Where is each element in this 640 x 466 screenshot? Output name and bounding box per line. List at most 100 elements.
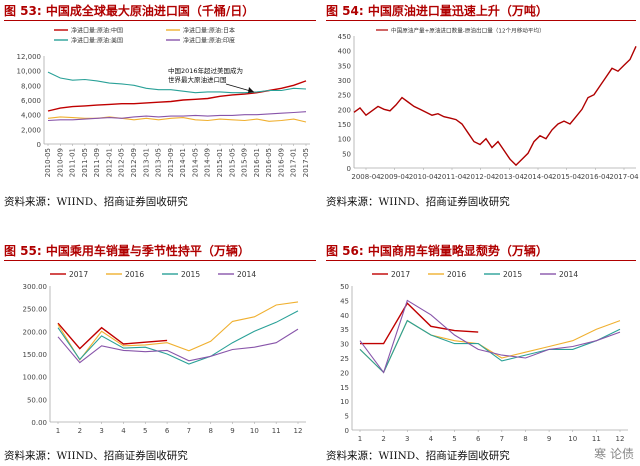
- legend-label: 净进口量:原油:日本: [183, 27, 235, 35]
- legend-label: 2015: [503, 270, 522, 279]
- x-tick-label: 2013-01: [142, 148, 150, 177]
- x-tick-label: 2012-04: [466, 173, 496, 181]
- title-rule: [4, 260, 316, 261]
- chart-fig53: 0 2,000 4,000 6,000 8,000 10,000 12,000 2010-05…: [17, 27, 310, 177]
- x-tick-label: 2011-01: [69, 148, 77, 177]
- x-tick-label: 11: [592, 435, 601, 443]
- y-tick-label: 30: [340, 341, 349, 349]
- legend-label: 净进口量:原油:中国: [71, 27, 123, 35]
- x-tick-label: 2012-09: [130, 148, 138, 177]
- x-tick-label: 10: [250, 427, 259, 435]
- x-tick-label: 4: [429, 435, 434, 443]
- y-tick-label: 350: [338, 62, 351, 70]
- x-tick-label: 2014-05: [191, 148, 199, 177]
- legend-label: 中国原油产量+原油进口数量-原油出口量（12个月移动平均）: [391, 27, 545, 35]
- y-tick-label: 100.00: [23, 374, 48, 382]
- y-tick-label: 40: [340, 312, 349, 320]
- x-tick-label: 2014-09: [204, 148, 212, 177]
- y-tick-label: 300.00: [23, 283, 48, 291]
- source-note: 资料来源：WIIND、招商证券固收研究: [326, 450, 510, 462]
- series-line: [47, 71, 307, 94]
- y-tick-label: 5: [345, 413, 349, 421]
- y-tick-label: 150: [338, 121, 351, 129]
- x-tick-label: 1: [358, 435, 362, 443]
- x-tick-label: 2015-04: [552, 173, 582, 181]
- legend-label: 净进口量:原油:美国: [71, 37, 123, 45]
- x-tick-label: 2017-04: [609, 173, 639, 181]
- x-tick-label: 3: [99, 427, 103, 435]
- x-tick-label: 12: [616, 435, 625, 443]
- x-tick-label: 2015-09: [241, 148, 249, 177]
- x-tick-label: 5: [143, 427, 147, 435]
- x-tick-label: 2013-05: [155, 148, 163, 177]
- source-note: 资料来源：WIIND、招商证券固收研究: [4, 196, 188, 208]
- watermark: 寒 论债: [594, 447, 634, 461]
- y-tick-label: 8,000: [21, 82, 41, 90]
- series-line: [359, 299, 621, 374]
- x-tick-label: 2015-01: [216, 148, 224, 177]
- series-line: [47, 111, 307, 122]
- y-tick-label: 15: [340, 384, 349, 392]
- y-tick-label: 200.00: [23, 328, 48, 336]
- title-rule: [4, 20, 316, 21]
- series-line: [57, 328, 299, 364]
- series-line: [57, 310, 299, 365]
- panel-fig54: 图 54: 中国原油进口量迅速上升（万吨） 0 50 100 150 200 250 300…: [322, 0, 640, 212]
- panel-fig56: 图 56: 中国商用车销量略显颓势（万辆） 0 5 10 15 20 25 30 35 40 45…: [322, 240, 640, 466]
- x-tick-label: 2016-09: [277, 148, 285, 177]
- annotation-text: 中国2016年超过美国成为: [168, 66, 243, 75]
- panel-fig53: 图 53: 中国成全球最大原油进口国（千桶/日） 0 2,000 4,000 6,00…: [0, 0, 318, 212]
- y-tick-label: 300: [338, 77, 351, 85]
- legend-label: 2017: [391, 270, 410, 279]
- chart-fig54: 0 50 100 150 200 250 300 350 400 450 2008-04 2009-0…: [338, 27, 640, 182]
- y-tick-label: 50: [340, 283, 349, 291]
- series-line: [353, 46, 637, 167]
- x-tick-label: 7: [500, 435, 504, 443]
- x-tick-label: 5: [452, 435, 456, 443]
- y-tick-label: 400: [338, 48, 351, 56]
- title-rule: [326, 260, 636, 261]
- legend-label: 2015: [181, 270, 200, 279]
- y-tick-label: 50: [342, 150, 351, 158]
- x-tick-label: 2011-05: [81, 148, 89, 177]
- x-tick-label: 9: [230, 427, 234, 435]
- x-tick-label: 6: [476, 435, 481, 443]
- x-tick-label: 9: [547, 435, 551, 443]
- panel-fig55: 图 55: 中国乘用车销量与季节性持平（万辆） 0.00 50.00 100.00 1…: [0, 240, 318, 466]
- series-line: [57, 322, 168, 350]
- chart-title: 图 56: 中国商用车销量略显颓势（万辆）: [326, 244, 548, 258]
- series-line: [359, 319, 621, 374]
- y-tick-label: 4,000: [21, 112, 41, 120]
- x-tick-label: 2010-09: [56, 148, 64, 177]
- x-tick-label: 2015-05: [228, 148, 236, 177]
- y-tick-label: 250.00: [23, 306, 48, 314]
- x-tick-label: 2008-04: [351, 173, 381, 181]
- y-tick-label: 0: [347, 165, 351, 173]
- y-tick-label: 100: [338, 136, 351, 144]
- x-tick-label: 2: [381, 435, 385, 443]
- x-tick-label: 2009-04: [380, 173, 410, 181]
- x-tick-label: 2017-05: [302, 148, 310, 177]
- chart-fig55: 0.00 50.00 100.00 150.00 200.00 250.00 300.00 1…: [23, 270, 306, 435]
- x-tick-label: 2016-05: [265, 148, 273, 177]
- series-line: [47, 80, 307, 112]
- x-tick-label: 8: [208, 427, 212, 435]
- chart-title: 图 54: 中国原油进口量迅速上升（万吨）: [326, 4, 548, 18]
- legend-label: 2017: [69, 270, 88, 279]
- legend-label: 2014: [559, 270, 578, 279]
- x-tick-label: 2011-09: [93, 148, 101, 177]
- x-tick-label: 2017-01: [290, 148, 298, 177]
- x-tick-label: 8: [523, 435, 527, 443]
- y-tick-label: 12,000: [17, 53, 42, 61]
- y-tick-label: 35: [340, 326, 349, 334]
- y-tick-label: 10,000: [17, 68, 42, 76]
- title-rule: [326, 20, 636, 21]
- annotation-arrowhead: [248, 87, 254, 93]
- x-tick-label: 2016-04: [581, 173, 611, 181]
- y-tick-label: 0.00: [31, 419, 47, 427]
- series-line: [360, 302, 479, 345]
- x-tick-label: 1: [56, 427, 60, 435]
- y-tick-label: 25: [340, 355, 349, 363]
- x-tick-label: 11: [272, 427, 281, 435]
